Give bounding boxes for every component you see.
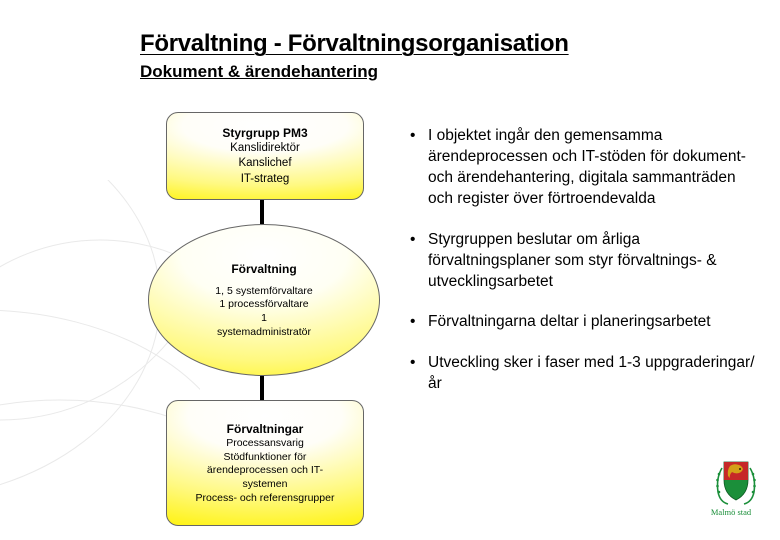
node-line: 1 processförvaltare	[219, 298, 308, 312]
bullet-item: • Utveckling sker i faser med 1-3 uppgra…	[410, 353, 760, 395]
node-styrgrupp: Styrgrupp PM3 Kanslidirektör Kanslichef …	[166, 112, 364, 200]
node-forvaltningar: Förvaltningar Processansvarig Stödfunkti…	[166, 400, 364, 526]
page-title: Förvaltning - Förvaltningsorganisation	[140, 30, 740, 58]
node-line: Processansvarig	[226, 437, 304, 451]
bullet-marker: •	[410, 312, 428, 333]
org-diagram: Styrgrupp PM3 Kanslidirektör Kanslichef …	[140, 112, 400, 532]
connector	[260, 376, 264, 400]
bullet-item: • Förvaltningarna deltar i planeringsarb…	[410, 312, 760, 333]
node-line: ärendeprocessen och IT-	[207, 464, 323, 478]
logo-text: Malmö stad	[711, 507, 752, 517]
node-line: Process- och referensgrupper	[196, 492, 335, 506]
node-line: systemadministratör	[217, 326, 311, 340]
node-line: Stödfunktioner för	[224, 451, 307, 465]
bullet-text: Styrgruppen beslutar om årliga förvaltni…	[428, 230, 760, 293]
node-title: Förvaltningar	[227, 421, 304, 437]
bullet-list: • I objektet ingår den gemensamma ärende…	[410, 126, 760, 415]
node-forvaltning: Förvaltning 1, 5 systemförvaltare 1 proc…	[148, 224, 380, 376]
node-title: Styrgrupp PM3	[222, 125, 307, 141]
page-subtitle: Dokument & ärendehantering	[140, 62, 740, 82]
bullet-item: • I objektet ingår den gemensamma ärende…	[410, 126, 760, 210]
bullet-marker: •	[410, 230, 428, 293]
node-title: Förvaltning	[231, 261, 296, 277]
header: Förvaltning - Förvaltningsorganisation D…	[140, 30, 740, 82]
bullet-text: Utveckling sker i faser med 1-3 uppgrade…	[428, 353, 760, 395]
node-line: IT-strateg	[241, 172, 290, 188]
bullet-marker: •	[410, 126, 428, 210]
bullet-marker: •	[410, 353, 428, 395]
bullet-text: I objektet ingår den gemensamma ärendepr…	[428, 126, 760, 210]
node-line: Kanslichef	[238, 156, 291, 172]
node-line: Kanslidirektör	[230, 141, 300, 157]
node-line: 1	[261, 312, 267, 326]
bullet-text: Förvaltningarna deltar i planeringsarbet…	[428, 312, 711, 333]
bullet-item: • Styrgruppen beslutar om årliga förvalt…	[410, 230, 760, 293]
malmo-stad-logo: Malmö stad	[700, 458, 762, 518]
node-line: systemen	[243, 478, 288, 492]
node-line: 1, 5 systemförvaltare	[215, 285, 312, 299]
connector	[260, 200, 264, 224]
